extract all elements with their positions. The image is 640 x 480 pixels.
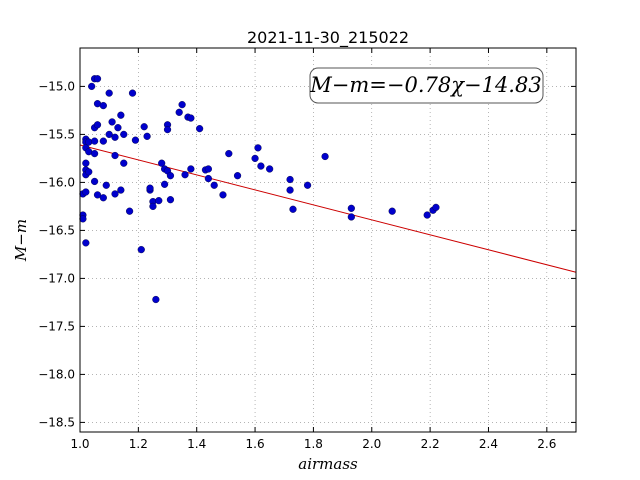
data-point bbox=[163, 126, 172, 134]
y-tick-label: −16.0 bbox=[38, 175, 75, 189]
data-point bbox=[102, 181, 110, 189]
data-point bbox=[388, 207, 396, 215]
data-point bbox=[114, 124, 122, 132]
data-point bbox=[152, 295, 160, 304]
data-point bbox=[128, 89, 137, 97]
data-point bbox=[137, 246, 145, 254]
y-tick-label: −17.0 bbox=[38, 271, 75, 285]
data-point bbox=[321, 152, 329, 161]
data-point bbox=[131, 136, 140, 144]
data-point bbox=[432, 203, 440, 211]
data-point bbox=[286, 175, 294, 184]
y-tick-label: −18.0 bbox=[38, 367, 75, 381]
data-point bbox=[90, 150, 99, 158]
x-tick-label: 1.2 bbox=[129, 437, 148, 451]
data-point bbox=[82, 188, 90, 196]
x-tick-label: 1.4 bbox=[187, 437, 206, 451]
data-point bbox=[111, 190, 119, 198]
x-tick-label: 2.6 bbox=[537, 437, 556, 451]
data-point bbox=[166, 196, 175, 204]
x-axis-label: airmass bbox=[298, 455, 358, 473]
data-point bbox=[93, 75, 102, 83]
data-point bbox=[126, 207, 134, 215]
data-point bbox=[111, 133, 119, 141]
data-points bbox=[79, 75, 440, 304]
x-tick-label: 2.4 bbox=[479, 437, 498, 451]
fit-annotation: M−m=−0.78χ−14.83 bbox=[309, 67, 544, 104]
data-point bbox=[99, 101, 107, 110]
data-point bbox=[117, 111, 125, 119]
data-point bbox=[161, 180, 169, 188]
data-point bbox=[204, 174, 212, 183]
data-point bbox=[166, 172, 175, 180]
data-point bbox=[99, 137, 107, 145]
y-tick-label: −17.5 bbox=[38, 319, 75, 333]
data-point bbox=[347, 204, 355, 212]
data-point bbox=[266, 165, 274, 173]
data-point bbox=[120, 159, 128, 167]
y-tick-label: −16.5 bbox=[38, 223, 75, 237]
data-point bbox=[85, 168, 93, 176]
data-point bbox=[181, 171, 189, 179]
data-point bbox=[105, 130, 113, 139]
y-axis-label: M−m bbox=[12, 219, 30, 262]
data-point bbox=[108, 118, 116, 126]
y-tick-label: −15.0 bbox=[38, 79, 75, 93]
data-point bbox=[93, 121, 102, 129]
ticks: 1.0 1.2 1.4 1.6 1.8 2.0 2.2 2.4 2.6 −15.0 −15.5 −16… bbox=[38, 48, 576, 451]
data-point bbox=[251, 154, 259, 163]
data-point bbox=[111, 151, 119, 160]
data-point bbox=[286, 186, 294, 194]
data-point bbox=[146, 184, 154, 192]
data-point bbox=[82, 239, 90, 247]
data-point bbox=[257, 162, 265, 170]
data-point bbox=[225, 150, 233, 158]
data-point bbox=[204, 165, 212, 173]
data-point bbox=[120, 130, 128, 139]
data-point bbox=[178, 101, 186, 109]
grid bbox=[79, 48, 576, 432]
data-point bbox=[233, 172, 242, 180]
data-point bbox=[289, 205, 297, 213]
data-point bbox=[187, 114, 195, 122]
data-point bbox=[254, 144, 262, 152]
data-point bbox=[117, 186, 125, 194]
x-tick-label: 2.0 bbox=[362, 437, 381, 451]
x-tick-label: 2.2 bbox=[421, 437, 440, 451]
data-point bbox=[90, 177, 99, 186]
data-point bbox=[88, 82, 96, 91]
annotation-box bbox=[309, 67, 544, 104]
data-point bbox=[93, 191, 102, 199]
y-tick-label: −18.5 bbox=[38, 415, 75, 429]
data-point bbox=[99, 194, 107, 202]
chart-title: 2021-11-30_215022 bbox=[247, 28, 409, 48]
annotation-text: M−m=−0.78χ−14.83 bbox=[309, 73, 541, 97]
x-tick-label: 1.6 bbox=[246, 437, 265, 451]
data-point bbox=[155, 197, 163, 205]
data-point bbox=[79, 215, 87, 223]
x-tick-label: 1.8 bbox=[304, 437, 323, 451]
data-point bbox=[210, 181, 218, 189]
data-point bbox=[219, 191, 227, 199]
y-tick-label: −15.5 bbox=[38, 127, 75, 141]
plot-frame bbox=[79, 47, 577, 433]
data-point bbox=[105, 89, 113, 97]
data-point bbox=[149, 202, 157, 211]
data-point bbox=[303, 181, 312, 189]
data-point bbox=[82, 159, 90, 167]
data-point bbox=[143, 132, 151, 140]
data-point bbox=[196, 125, 204, 133]
data-point bbox=[347, 213, 355, 221]
x-tick-label: 1.0 bbox=[70, 437, 89, 451]
data-point bbox=[140, 123, 148, 131]
data-point bbox=[175, 108, 183, 116]
data-point bbox=[187, 165, 195, 173]
plot-area bbox=[80, 48, 576, 432]
data-point bbox=[423, 211, 431, 219]
data-point bbox=[90, 137, 99, 145]
data-point bbox=[158, 159, 166, 167]
